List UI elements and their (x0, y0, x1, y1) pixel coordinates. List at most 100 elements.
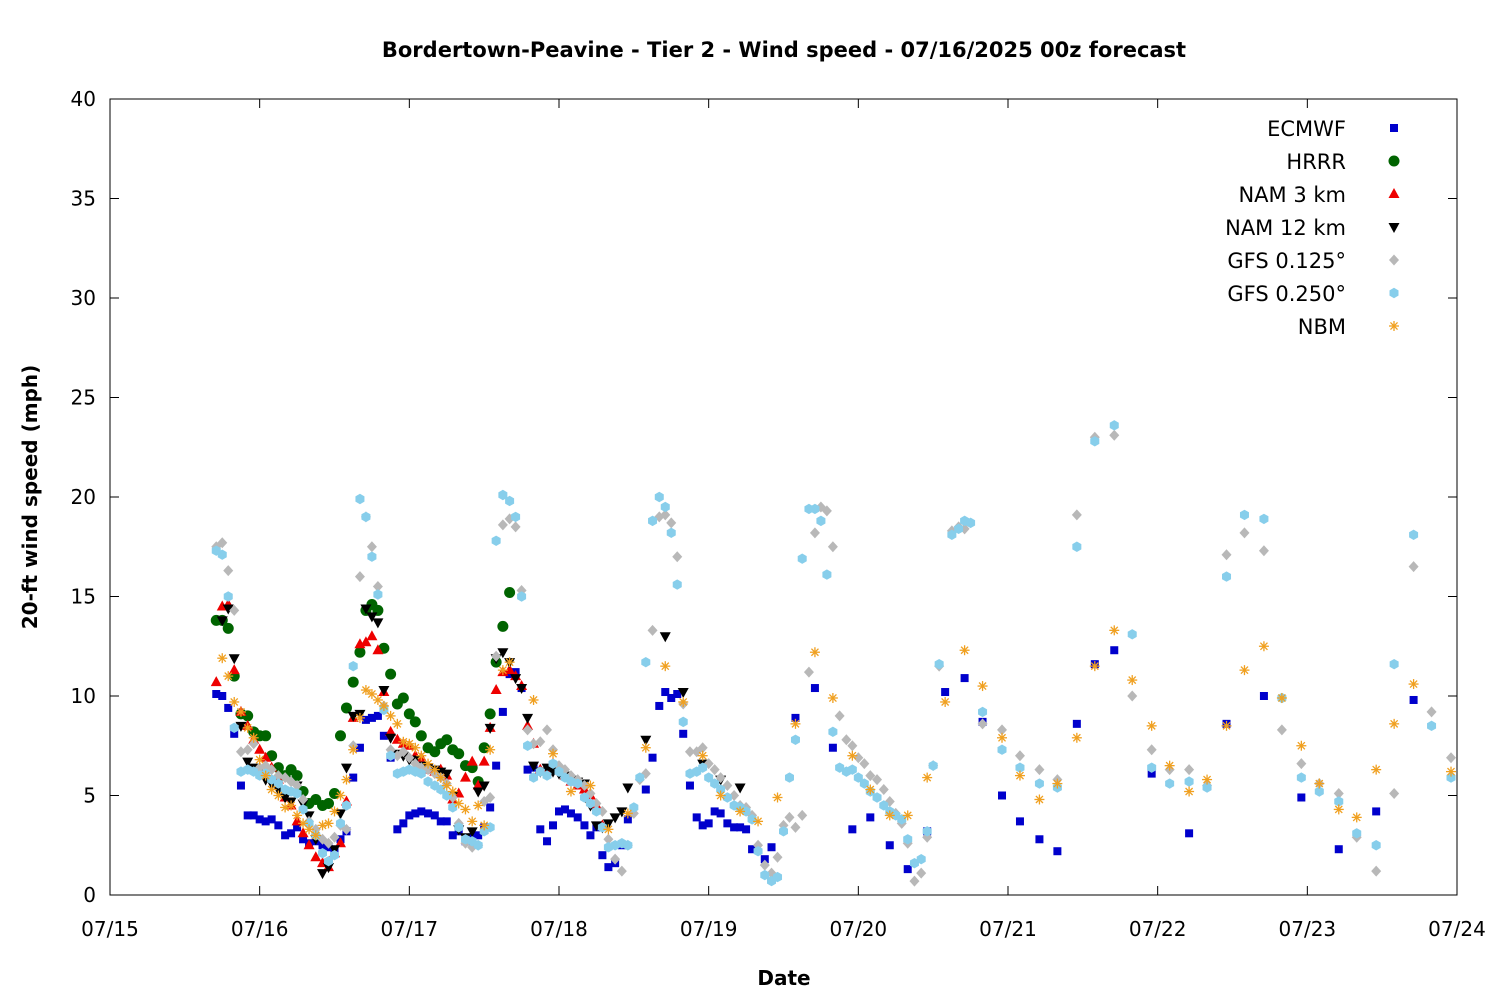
data-point (603, 833, 614, 845)
data-point (360, 636, 372, 647)
data-point (853, 772, 863, 783)
data-point (884, 810, 895, 821)
chart-title: Bordertown-Peavine - Tier 2 - Wind speed… (382, 38, 1186, 62)
data-point (523, 765, 532, 774)
data-point (1147, 762, 1157, 773)
data-point (436, 817, 445, 826)
data-point (340, 702, 352, 714)
data-point (378, 700, 389, 711)
data-point (1372, 807, 1381, 816)
data-point (1427, 720, 1437, 732)
data-point (542, 724, 553, 736)
x-tick-label: 07/16 (231, 917, 289, 941)
data-point (441, 780, 452, 791)
data-point (1371, 840, 1381, 851)
data-point (355, 493, 365, 505)
data-point (228, 664, 240, 675)
data-point (361, 715, 370, 724)
data-point (522, 724, 533, 736)
data-point (229, 722, 239, 734)
data-point (497, 648, 509, 659)
data-point (341, 800, 351, 811)
data-point (323, 797, 335, 809)
legend-marker (1389, 254, 1399, 266)
data-point (255, 815, 264, 824)
data-point (222, 604, 234, 615)
data-point (1446, 772, 1456, 783)
data-point (217, 653, 228, 664)
data-point (293, 823, 302, 832)
data-point (217, 549, 227, 560)
data-point (543, 837, 552, 846)
data-point (1202, 774, 1213, 785)
data-point (810, 684, 819, 693)
data-point (287, 829, 296, 838)
data-point (442, 817, 451, 826)
data-point (430, 811, 439, 820)
data-point (441, 734, 453, 746)
data-point (347, 676, 359, 688)
data-point (448, 802, 458, 813)
data-point (997, 732, 1008, 743)
data-point (941, 688, 950, 697)
data-point (790, 734, 800, 745)
data-point (1109, 429, 1120, 441)
data-point (791, 713, 800, 722)
data-point (916, 853, 926, 865)
data-point (330, 850, 339, 861)
data-point (655, 701, 664, 710)
data-point (566, 809, 575, 818)
data-point (366, 612, 378, 623)
data-point (1221, 720, 1232, 731)
data-point (528, 694, 539, 705)
data-point (403, 708, 415, 720)
data-point (473, 800, 484, 811)
data-point (866, 813, 875, 822)
data-point (1185, 829, 1194, 838)
data-point (834, 710, 845, 722)
data-point (466, 755, 478, 766)
x-tick-label: 07/17 (381, 917, 439, 941)
data-point (672, 551, 683, 563)
data-point (1014, 770, 1025, 781)
data-point (484, 723, 496, 734)
data-point (1426, 706, 1437, 718)
data-point (648, 753, 657, 762)
data-point (922, 772, 933, 783)
data-point (385, 710, 396, 721)
data-point (242, 744, 253, 756)
data-point (603, 824, 614, 835)
data-point (379, 731, 388, 740)
data-point (404, 738, 415, 749)
data-point (373, 711, 382, 720)
data-point (730, 823, 739, 832)
data-point (598, 851, 607, 860)
data-point (398, 746, 409, 758)
data-point (393, 825, 402, 834)
data-point (809, 647, 820, 658)
data-point (548, 758, 558, 769)
data-point (666, 527, 676, 539)
data-point (472, 787, 484, 798)
data-point (485, 744, 496, 755)
data-point (310, 830, 321, 841)
data-point (916, 867, 927, 879)
data-point (292, 810, 303, 821)
data-point (335, 790, 346, 801)
data-point (242, 722, 253, 733)
data-point (542, 770, 552, 781)
data-point (1146, 744, 1157, 756)
data-point (847, 750, 858, 761)
data-point (810, 503, 820, 515)
data-point (218, 692, 227, 700)
data-point (678, 696, 689, 707)
data-point (610, 853, 621, 865)
data-point (772, 792, 783, 803)
data-point (679, 729, 688, 738)
data-point (1276, 692, 1287, 703)
data-point (497, 519, 508, 531)
data-point (372, 644, 384, 655)
data-point (1334, 796, 1344, 807)
data-point (334, 837, 346, 848)
